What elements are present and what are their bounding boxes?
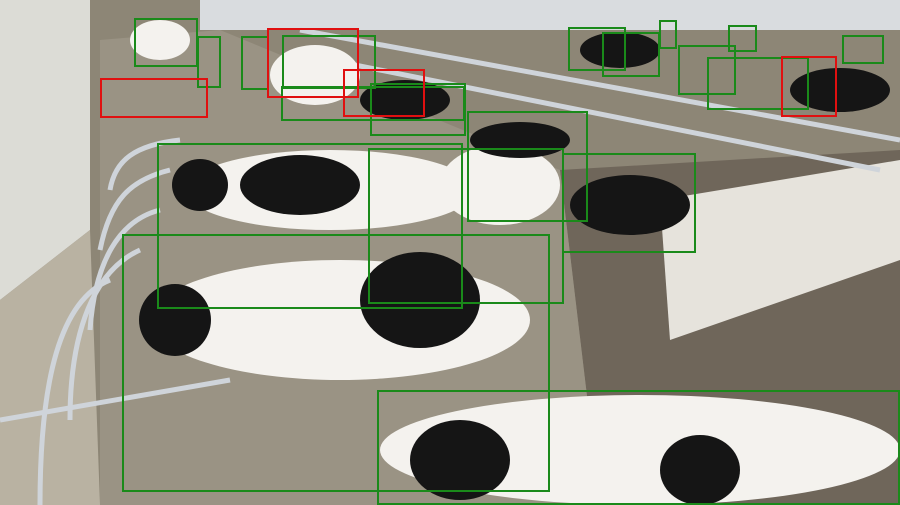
detection-box-cow-green <box>157 143 463 309</box>
detection-box-cow-green <box>197 36 221 88</box>
detection-box-cow-green <box>241 36 269 90</box>
detection-box-cow-red <box>267 28 359 98</box>
detection-box-cow-red <box>100 78 208 118</box>
detection-box-cow-green <box>377 390 900 505</box>
detection-box-cow-green <box>370 83 466 136</box>
detection-box-cow-green <box>568 27 626 71</box>
detection-box-cow-green <box>282 35 376 89</box>
detection-box-cow-green <box>122 234 550 492</box>
detection-box-cow-green <box>134 18 198 67</box>
detection-box-cow-red <box>781 56 837 117</box>
detection-box-cow-green <box>562 153 696 253</box>
detection-box-cow-red <box>343 69 425 117</box>
detection-box-cow-green <box>659 20 677 49</box>
detection-box-cow-green <box>728 25 757 52</box>
detection-box-cow-green <box>602 32 660 77</box>
detection-box-cow-green <box>467 111 588 222</box>
detection-box-cow-green <box>842 35 884 64</box>
detection-box-cow-green <box>707 57 809 110</box>
